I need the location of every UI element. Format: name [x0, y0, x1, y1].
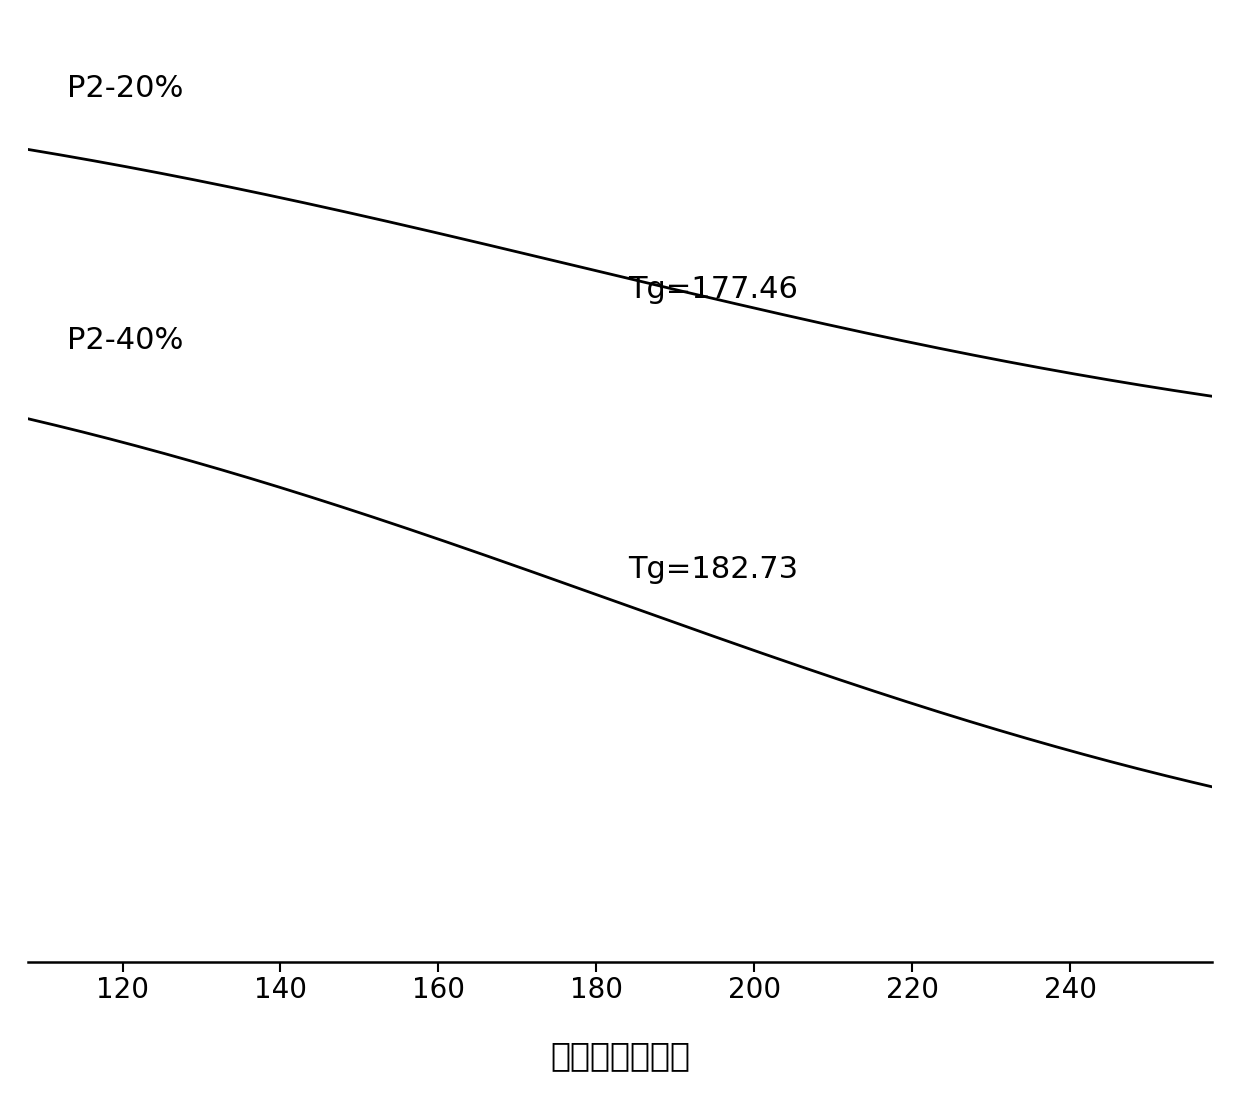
Text: P2-40%: P2-40% [67, 327, 184, 355]
Text: Tg=177.46: Tg=177.46 [627, 275, 797, 304]
Text: P2-20%: P2-20% [67, 74, 184, 103]
X-axis label: 温度（摄氏度）: 温度（摄氏度） [551, 1040, 689, 1072]
Text: Tg=182.73: Tg=182.73 [627, 556, 799, 584]
